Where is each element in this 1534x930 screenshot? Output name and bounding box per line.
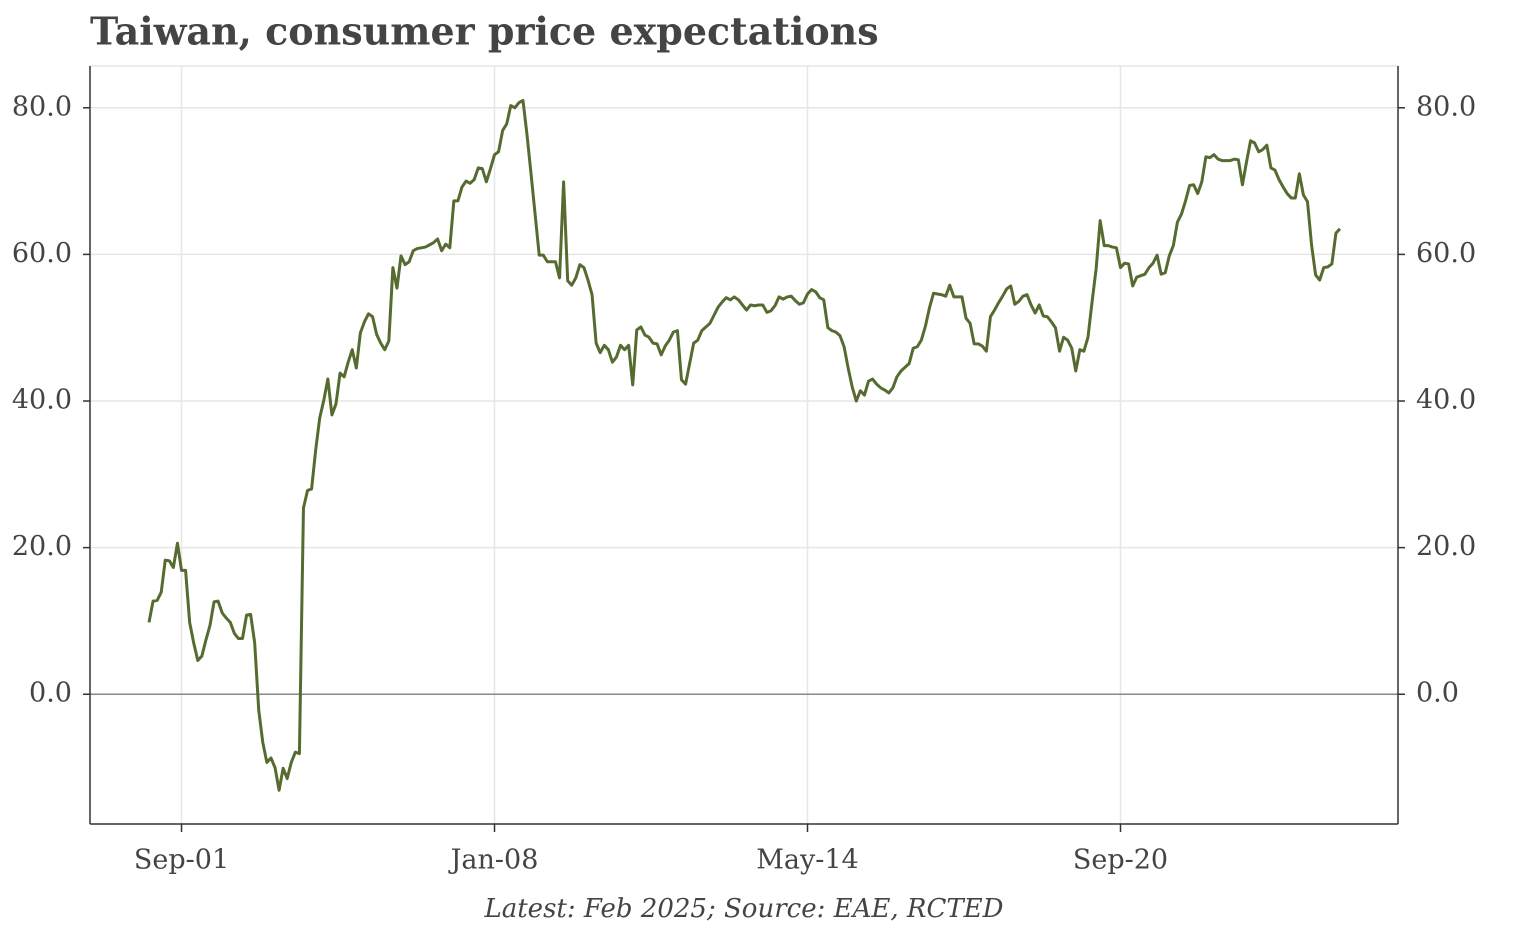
x-tick-label: Jan-08 xyxy=(448,845,539,876)
data-line xyxy=(147,98,1342,792)
y-tick-label: 20.0 xyxy=(12,531,72,562)
y-tick-label: 60.0 xyxy=(12,238,72,269)
y2-tick-label: 20.0 xyxy=(1416,531,1476,562)
y-tick-label: 80.0 xyxy=(12,91,72,122)
y2-tick-label: 60.0 xyxy=(1416,238,1476,269)
y2-tick-label: 0.0 xyxy=(1416,678,1459,709)
source-note: Latest: Feb 2025; Source: EAE, RCTED xyxy=(483,894,1003,924)
y2-tick-label: 80.0 xyxy=(1416,91,1476,122)
y-tick-label: 0.0 xyxy=(29,678,72,709)
chart-title: Taiwan, consumer price expectations xyxy=(90,9,879,54)
x-tick-label: Sep-01 xyxy=(134,845,229,876)
y2-tick-label: 40.0 xyxy=(1416,385,1476,416)
y-tick-label: 40.0 xyxy=(12,385,72,416)
x-tick-label: May-14 xyxy=(756,845,858,876)
x-tick-label: Sep-20 xyxy=(1073,845,1168,876)
